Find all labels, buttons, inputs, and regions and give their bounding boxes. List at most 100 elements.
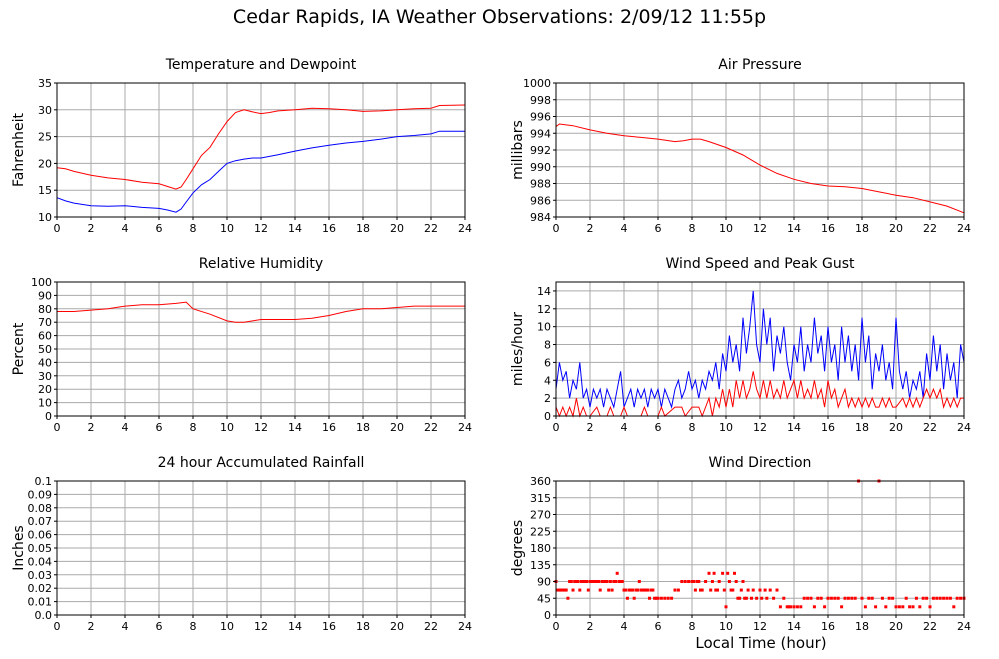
data-point: 0.9, 90 [569,580,573,583]
data-point: 15, 45 [809,596,813,600]
chart-title: Relative Humidity [199,256,323,272]
data-point: 0.4, 67 [561,588,565,592]
data-point: 8.8, 90 [704,580,708,583]
data-point: 5.4, 67 [646,588,650,592]
data-point: 5.7, 67 [651,588,655,592]
data-point: 1.1, 90 [573,580,577,583]
x-tick-label: 6 [655,620,662,633]
x-tick-label: 2 [88,222,95,235]
data-point: 14.6, 45 [802,596,806,600]
data-point: 6.6, 45 [666,596,670,600]
x-tick-label: 10 [719,222,733,235]
x-tick-label: 16 [322,421,336,434]
x-tick-label: 10 [220,421,234,434]
y-tick-label: 0 [45,410,52,423]
x-tick-label: 10 [719,620,733,633]
y-tick-label: 0.02 [28,582,53,595]
page-title: Cedar Rapids, IA Weather Observations: 2… [232,6,767,28]
y-axis-label: miles/hour [510,312,526,386]
data-point: 10.9, 67 [739,588,743,592]
x-tick-label: 6 [156,222,163,235]
data-point: 14.4, 22 [799,605,803,609]
x-tick-label: 20 [889,421,903,434]
y-tick-label: 0.06 [28,529,53,542]
y-axis-label: degrees [510,520,526,576]
data-point: 10.4, 67 [731,588,735,592]
data-point: 16.6, 45 [836,596,840,600]
data-point: 10.6, 90 [734,580,738,583]
data-point: 13.6, 22 [785,605,789,609]
x-tick-label: 14 [787,222,801,235]
x-tick-label: 20 [390,421,404,434]
y-tick-label: 0 [544,609,551,622]
data-point: 11.1, 45 [743,596,747,600]
x-tick-label: 18 [855,421,869,434]
y-tick-label: 30 [38,104,52,117]
data-point: 21.8, 45 [925,596,929,600]
y-tick-label: 35 [38,77,52,90]
data-point: 1.8, 90 [585,580,589,583]
data-point: 16.8, 22 [840,605,844,609]
data-point: 16.2, 45 [829,596,833,600]
x-tick-label: 0 [553,620,560,633]
x-tick-label: 18 [356,620,370,633]
data-point: 10, 22 [724,605,728,609]
data-point: 2, 90 [588,580,592,583]
x-tick-label: 22 [424,421,438,434]
x-tick-label: 16 [821,620,835,633]
y-tick-label: 30 [38,370,52,383]
data-point: 22.8, 45 [942,596,946,600]
x-tick-label: 24 [957,421,971,434]
x-tick-label: 4 [122,620,129,633]
series-line-0 [57,301,465,323]
y-tick-label: 100 [31,276,52,289]
x-tick-label: 24 [458,620,472,633]
data-point: 17.2, 45 [846,596,850,600]
data-point: 17.4, 45 [850,596,854,600]
y-tick-label: 10 [38,397,52,410]
data-point: 0.2, 67 [557,588,561,592]
data-point: 9.5, 67 [716,588,719,592]
data-point: 14.8, 45 [806,596,810,600]
x-tick-label: 2 [587,222,594,235]
x-tick-label: 0 [553,421,560,434]
y-tick-label: 45 [537,592,551,605]
y-tick-label: 12 [537,303,551,316]
data-point: 1.9, 67 [586,588,590,592]
x-tick-label: 22 [424,222,438,235]
x-tick-label: 8 [190,421,197,434]
data-point: 15.8, 22 [823,605,827,609]
x-axis-label: Local Time (hour) [695,634,827,652]
y-tick-label: 0.0 [35,609,53,622]
data-point: 15.4, 45 [816,596,820,600]
data-point: 5.2, 67 [642,588,646,592]
x-tick-label: 16 [322,222,336,235]
data-point: 13.7, 22 [787,605,791,609]
data-point: 1.3, 90 [576,580,580,583]
data-point: 9.9, 67 [722,588,726,592]
data-point: 22.4, 45 [935,596,939,600]
y-tick-label: 998 [530,94,551,107]
y-tick-label: 315 [530,492,551,505]
x-tick-label: 2 [587,620,594,633]
x-tick-label: 4 [621,222,628,235]
data-point: 15.2, 22 [812,605,816,609]
data-point: 0.7, 45 [566,596,570,600]
x-tick-label: 12 [254,421,268,434]
x-tick-label: 24 [957,620,971,633]
data-point: 8.2, 67 [693,588,697,592]
data-point: 18.4, 45 [867,596,871,600]
y-tick-label: 986 [530,194,551,207]
x-tick-label: 0 [54,421,61,434]
data-point: 4.8, 67 [636,588,640,592]
data-point: 6.8, 45 [670,596,674,600]
y-tick-label: 6 [544,356,551,369]
x-tick-label: 0 [54,222,61,235]
x-tick-label: 2 [88,620,95,633]
data-point: 5.1, 67 [641,588,645,592]
data-point: 2.5, 90 [597,580,600,583]
